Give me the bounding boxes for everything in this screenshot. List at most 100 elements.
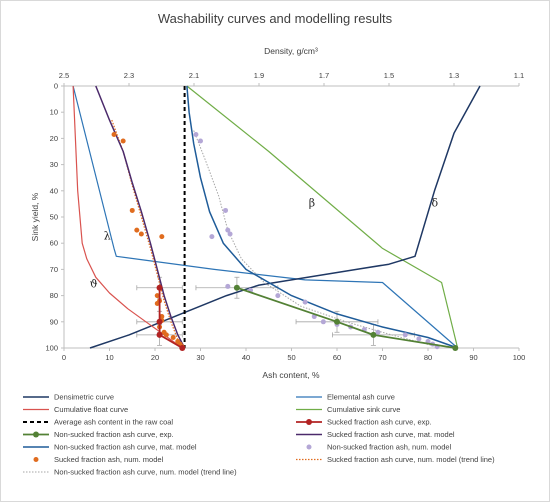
legend-label: Average ash content in the raw coal [54, 418, 173, 427]
densimetric-curve-line [89, 85, 481, 349]
legend-label: Densimetric curve [54, 393, 114, 402]
legend-item-sucked-fraction-ash-num-model: Sucked fraction ash, num. model [33, 455, 164, 464]
non-sucked-fraction-ash-curve-exp-marker [334, 318, 340, 325]
sucked-fraction-ash-num-model-point [159, 314, 165, 320]
y-tick-label: 60 [50, 239, 58, 248]
x-tick-label: 70 [378, 353, 386, 362]
sucked-fraction-ash-curve-exp-marker [179, 345, 186, 351]
legend-item-densimetric-curve: Densimetric curve [23, 393, 114, 402]
non-sucked-fraction-ash-num-model-point [225, 283, 231, 289]
y-tick-label: 10 [50, 108, 58, 117]
non-sucked-fraction-ash-num-model-point [302, 299, 308, 305]
legend-swatch [33, 457, 39, 462]
y-tick-label: 100 [45, 344, 58, 353]
legend-label: Cumulative float curve [54, 405, 128, 414]
density-axis-title: Density, g/cm³ [264, 46, 318, 56]
x-tick-label: 20 [151, 353, 159, 362]
non-sucked-fraction-ash-curve-num-model-trend-line-line [193, 130, 438, 348]
legend-item-cumulative-sink-curve: Cumulative sink curve [296, 405, 400, 414]
density-tick-label: 1.5 [384, 71, 394, 80]
legend-swatch [306, 444, 312, 450]
cumulative-float-curve-line [72, 85, 183, 349]
density-tick-label: 2.3 [124, 71, 134, 80]
y-tick-label: 50 [50, 213, 58, 222]
sucked-fraction-ash-num-model-point [159, 234, 165, 240]
density-tick-label: 1.7 [319, 71, 329, 80]
y-axis-title: Sink yield, % [30, 192, 40, 241]
sucked-fraction-ash-num-model-point [154, 293, 160, 299]
density-tick-label: 1.9 [254, 71, 264, 80]
sucked-fraction-ash-num-model-point [138, 231, 144, 237]
legend-item-cumulative-float-curve: Cumulative float curve [23, 405, 128, 414]
y-tick-label: 0 [54, 82, 58, 91]
non-sucked-fraction-ash-num-model-point [198, 138, 203, 144]
legend-label: Sucked fraction ash curve, exp. [327, 418, 432, 427]
legend-item-sucked-fraction-ash-curve-mat-model: Sucked fraction ash curve, mat. model [296, 430, 455, 439]
x-tick-label: 0 [62, 353, 66, 362]
non-sucked-fraction-ash-num-model-point [227, 231, 233, 237]
density-tick-label: 2.5 [59, 71, 69, 80]
non-sucked-fraction-ash-num-model-point [320, 319, 326, 325]
x-tick-label: 60 [333, 353, 341, 362]
non-sucked-fraction-ash-num-model-point [416, 336, 422, 342]
sucked-fraction-ash-curve-exp-marker [156, 318, 163, 325]
cumulative-sink-curve-line [186, 85, 459, 349]
legend-label: Sucked fraction ash, num. model [54, 455, 164, 464]
legend-swatch-marker [306, 419, 312, 425]
y-tick-label: 70 [50, 265, 58, 274]
legend-item-sucked-fraction-ash-curve-exp: Sucked fraction ash curve, exp. [296, 418, 432, 427]
sucked-fraction-ash-num-model-point [111, 131, 117, 137]
sucked-fraction-ash-curve-exp-line [158, 287, 183, 349]
legend-label: Elemental ash curve [327, 393, 395, 402]
sucked-fraction-ash-num-model-point [129, 207, 135, 213]
x-tick-label: 50 [287, 353, 295, 362]
density-tick-label: 1.1 [514, 71, 524, 80]
non-sucked-fraction-ash-num-model-point [275, 293, 281, 299]
y-tick-label: 80 [50, 291, 58, 300]
non-sucked-fraction-ash-num-model-point [225, 227, 231, 233]
curve-annotation: ϑ [90, 278, 98, 291]
non-sucked-fraction-ash-num-model-point [375, 329, 381, 335]
sucked-fraction-ash-num-model-point [154, 300, 160, 306]
x-tick-label: 90 [469, 353, 477, 362]
legend-swatch-marker [33, 431, 39, 438]
sucked-fraction-ash-num-model-point [134, 227, 140, 233]
curve-annotation: β [309, 197, 315, 210]
sucked-fraction-ash-num-model-point [170, 335, 176, 341]
density-tick-label: 2.1 [189, 71, 199, 80]
sucked-fraction-ash-curve-exp-marker [156, 331, 163, 338]
non-sucked-fraction-ash-num-model-point [223, 207, 229, 213]
legend-item-non-sucked-fraction-ash-num-model: Non-sucked fraction ash, num. model [306, 443, 452, 452]
non-sucked-fraction-ash-curve-exp-marker [452, 345, 459, 351]
legend: Densimetric curve Elemental ash curve Cumu… [23, 393, 495, 477]
y-tick-label: 90 [50, 317, 58, 326]
legend-item-non-sucked-fraction-ash-curve-mat-model: Non-sucked fraction ash curve, mat. mode… [23, 443, 197, 452]
legend-item-non-sucked-fraction-ash-curve-num-model-trend-line: Non-sucked fraction ash curve, num. mode… [23, 468, 237, 477]
legend-label: Sucked fraction ash curve, num. model (t… [327, 455, 495, 464]
x-tick-label: 80 [424, 353, 432, 362]
x-tick-label: 10 [105, 353, 113, 362]
x-tick-label: 40 [242, 353, 250, 362]
x-axis-title: Ash content, % [262, 370, 320, 380]
legend-label: Non-sucked fraction ash curve, mat. mode… [54, 443, 197, 452]
y-tick-label: 40 [50, 186, 58, 195]
legend-label: Non-sucked fraction ash curve, exp. [54, 430, 174, 439]
y-tick-label: 30 [50, 160, 58, 169]
sucked-fraction-ash-num-model-point [163, 332, 169, 338]
y-tick-label: 20 [50, 134, 58, 143]
legend-item-non-sucked-fraction-ash-curve-exp: Non-sucked fraction ash curve, exp. [23, 430, 174, 439]
x-tick-label: 30 [196, 353, 204, 362]
legend-item-elemental-ash-curve: Elemental ash curve [296, 393, 395, 402]
sucked-fraction-ash-num-model-point [120, 138, 126, 144]
legend-item-sucked-fraction-ash-curve-num-model-trend-line: Sucked fraction ash curve, num. model (t… [296, 455, 495, 464]
non-sucked-fraction-ash-num-model-point [193, 131, 199, 137]
non-sucked-fraction-ash-num-model-point [209, 234, 215, 240]
density-tick-label: 1.3 [449, 71, 459, 80]
chart-title: Washability curves and modelling results [158, 11, 393, 26]
curve-annotation: δ [432, 197, 439, 210]
legend-label: Cumulative sink curve [327, 405, 400, 414]
elemental-ash-curve-line [72, 85, 458, 349]
